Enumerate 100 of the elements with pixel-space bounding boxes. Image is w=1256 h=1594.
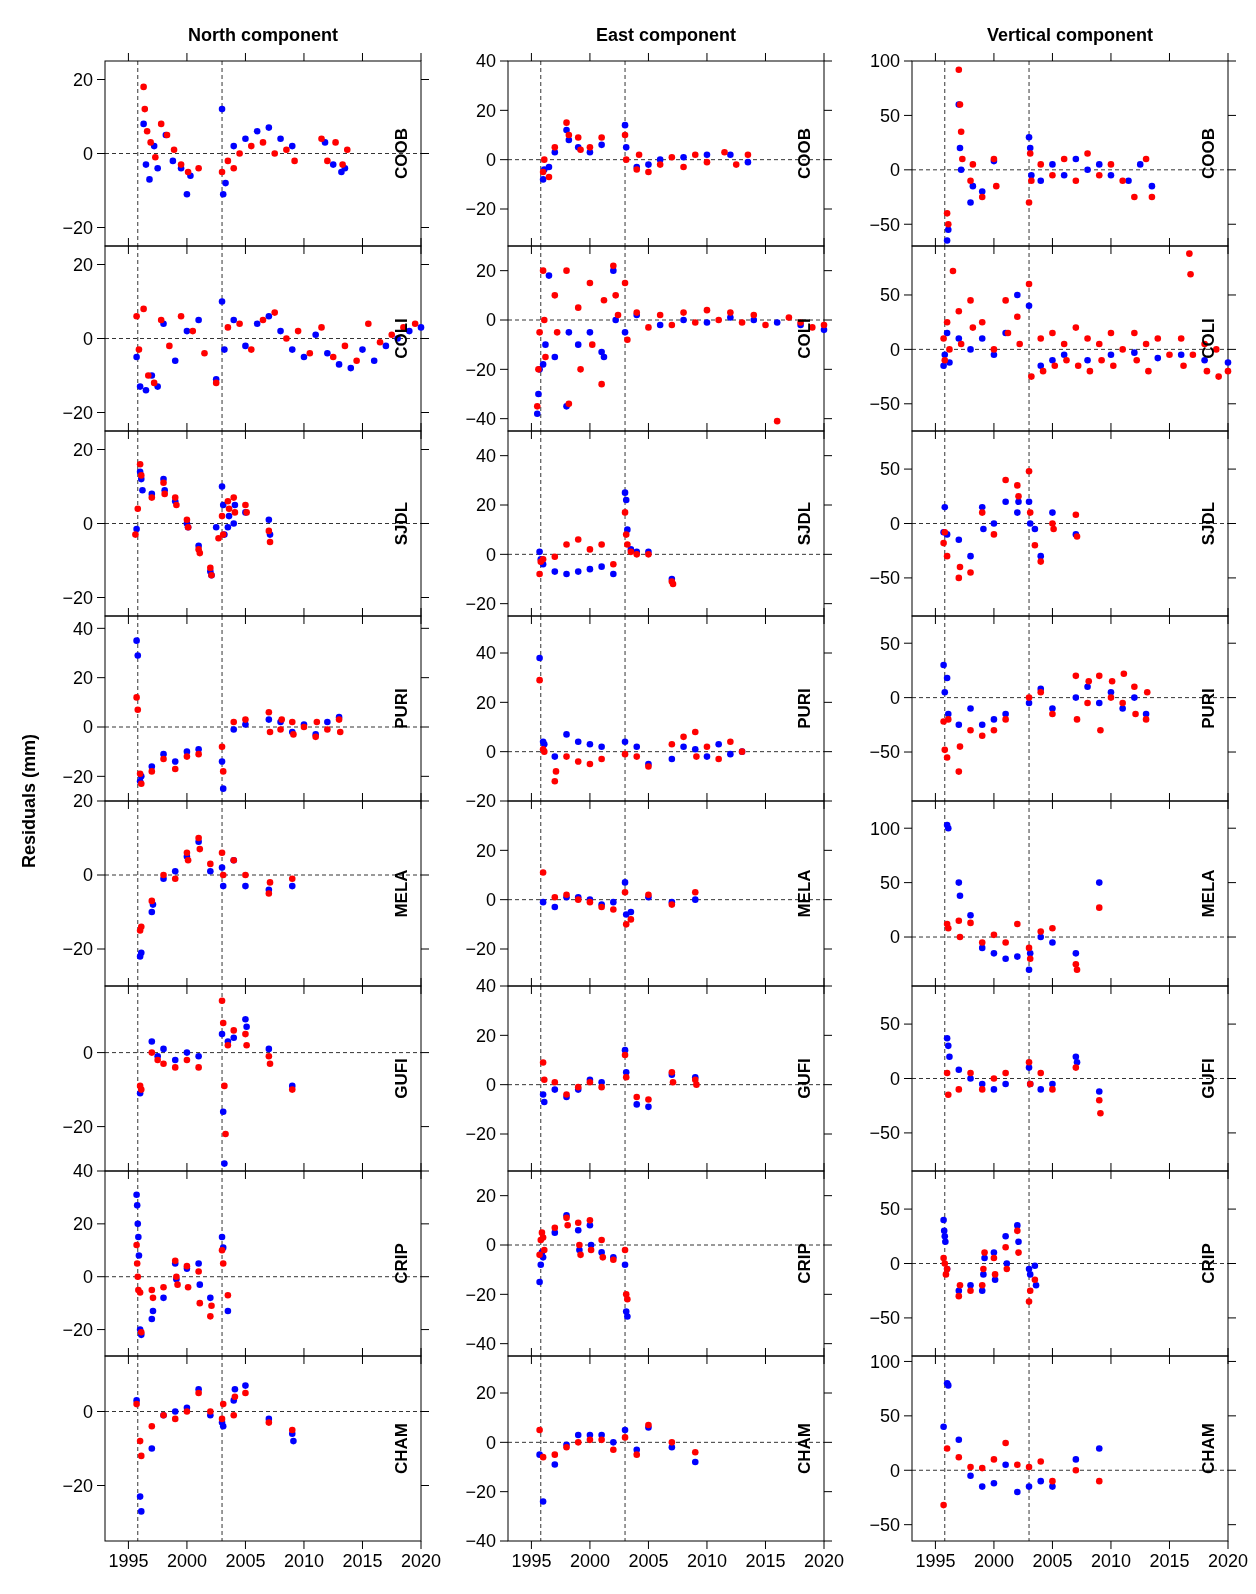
y-tick-label: 0 — [485, 1074, 496, 1095]
x-tick-label: 2015 — [745, 1551, 786, 1571]
y-tick-label: −20 — [62, 217, 93, 238]
annotation: CRIP — [392, 1243, 411, 1284]
annotation: MELA — [392, 869, 411, 918]
y-tick-label: 0 — [889, 160, 900, 181]
x-tick-label: 2005 — [628, 1551, 669, 1571]
y-tick-label: 20 — [475, 1383, 496, 1404]
x-tick-label: 2010 — [283, 1551, 324, 1571]
annotation: PURI — [1199, 688, 1218, 729]
y-tick-label: −20 — [465, 593, 496, 614]
y-tick-label: 0 — [82, 717, 93, 738]
y-tick-label: 40 — [72, 1161, 93, 1182]
y-tick-label: 0 — [889, 339, 900, 360]
y-tick-label: 50 — [879, 633, 900, 654]
y-tick-label: −50 — [869, 1308, 900, 1329]
y-tick-label: −50 — [869, 742, 900, 763]
x-tick-label: 2005 — [225, 1551, 266, 1571]
y-tick-label: −20 — [465, 1284, 496, 1305]
y-tick-label: −20 — [62, 1319, 93, 1340]
x-tick-label: 2000 — [166, 1551, 207, 1571]
y-tick-label: 0 — [485, 544, 496, 565]
x-tick-label: 2015 — [1149, 1551, 1190, 1571]
annotation: COLI — [1199, 318, 1218, 359]
y-tick-label: −20 — [465, 791, 496, 812]
x-tick-label: 2005 — [1032, 1551, 1073, 1571]
y-tick-label: −20 — [62, 1475, 93, 1496]
y-axis-title: Residuals (mm) — [19, 733, 39, 869]
y-tick-label: 0 — [82, 1401, 93, 1422]
y-tick-label: 0 — [485, 1432, 496, 1453]
annotation: CHAM — [795, 1423, 814, 1474]
annotation: SJDL — [795, 501, 814, 546]
y-tick-label: 100 — [869, 818, 900, 839]
y-tick-label: 0 — [889, 1460, 900, 1481]
y-tick-label: −20 — [62, 402, 93, 423]
y-tick-label: 0 — [889, 687, 900, 708]
annotation: GUFI — [795, 1058, 814, 1099]
annotation: SJDL — [1199, 501, 1218, 546]
y-tick-label: 0 — [82, 328, 93, 349]
y-tick-label: 20 — [72, 439, 93, 460]
y-tick-label: 0 — [82, 1267, 93, 1288]
y-tick-label: 0 — [485, 149, 496, 170]
x-tick-label: 1995 — [511, 1551, 552, 1571]
x-tick-label: 1995 — [108, 1551, 149, 1571]
y-tick-label: 20 — [475, 100, 496, 121]
annotation: CRIP — [1199, 1243, 1218, 1284]
chart-title: East component — [595, 25, 737, 45]
y-tick-label: −40 — [465, 408, 496, 429]
y-tick-label: 50 — [879, 459, 900, 480]
y-tick-label: 0 — [82, 865, 93, 886]
y-tick-label: −40 — [465, 1531, 496, 1552]
y-tick-label: −20 — [465, 1124, 496, 1145]
annotation: COLI — [795, 318, 814, 359]
annotation: SJDL — [392, 501, 411, 546]
y-tick-label: −20 — [62, 1116, 93, 1137]
y-tick-label: 0 — [889, 1253, 900, 1274]
y-tick-label: −40 — [465, 1333, 496, 1354]
x-tick-label: 2015 — [342, 1551, 383, 1571]
y-tick-label: 20 — [475, 1025, 496, 1046]
y-tick-label: −20 — [62, 587, 93, 608]
x-tick-label: 2010 — [1090, 1551, 1131, 1571]
annotation: CRIP — [795, 1243, 814, 1284]
y-tick-label: 20 — [72, 667, 93, 688]
annotation: COOB — [795, 128, 814, 179]
y-tick-label: −50 — [869, 1123, 900, 1144]
y-tick-label: 0 — [82, 1042, 93, 1063]
y-tick-label: −20 — [465, 1481, 496, 1502]
y-tick-label: −20 — [465, 939, 496, 960]
y-tick-label: 20 — [475, 840, 496, 861]
y-tick-label: 20 — [72, 254, 93, 275]
annotation: CHAM — [392, 1423, 411, 1474]
y-tick-label: 0 — [82, 143, 93, 164]
annotation: COOB — [1199, 128, 1218, 179]
y-tick-label: 0 — [485, 310, 496, 331]
y-tick-label: 50 — [879, 1406, 900, 1427]
y-tick-label: −50 — [869, 1514, 900, 1535]
chart-title: North component — [188, 25, 338, 45]
y-tick-label: 50 — [879, 1014, 900, 1035]
y-tick-label: −20 — [465, 199, 496, 220]
y-tick-label: 0 — [889, 1068, 900, 1089]
y-tick-label: 0 — [82, 513, 93, 534]
annotation: MELA — [795, 869, 814, 918]
annotation: COLI — [392, 318, 411, 359]
y-tick-label: 40 — [475, 51, 496, 72]
y-tick-label: 20 — [72, 69, 93, 90]
y-tick-label: 0 — [889, 513, 900, 534]
y-tick-label: 0 — [485, 741, 496, 762]
annotation: PURI — [795, 688, 814, 729]
x-tick-label: 2000 — [569, 1551, 610, 1571]
y-tick-label: −20 — [62, 766, 93, 787]
annotation: CHAM — [1199, 1423, 1218, 1474]
annotation: GUFI — [1199, 1058, 1218, 1099]
y-tick-label: 50 — [879, 1199, 900, 1220]
x-tick-label: 2000 — [973, 1551, 1014, 1571]
annotation: GUFI — [392, 1058, 411, 1099]
y-tick-label: 0 — [485, 889, 496, 910]
y-tick-label: 40 — [72, 618, 93, 639]
x-tick-label: 2020 — [400, 1551, 442, 1571]
y-tick-label: −50 — [869, 568, 900, 589]
x-tick-label: 1995 — [915, 1551, 956, 1571]
